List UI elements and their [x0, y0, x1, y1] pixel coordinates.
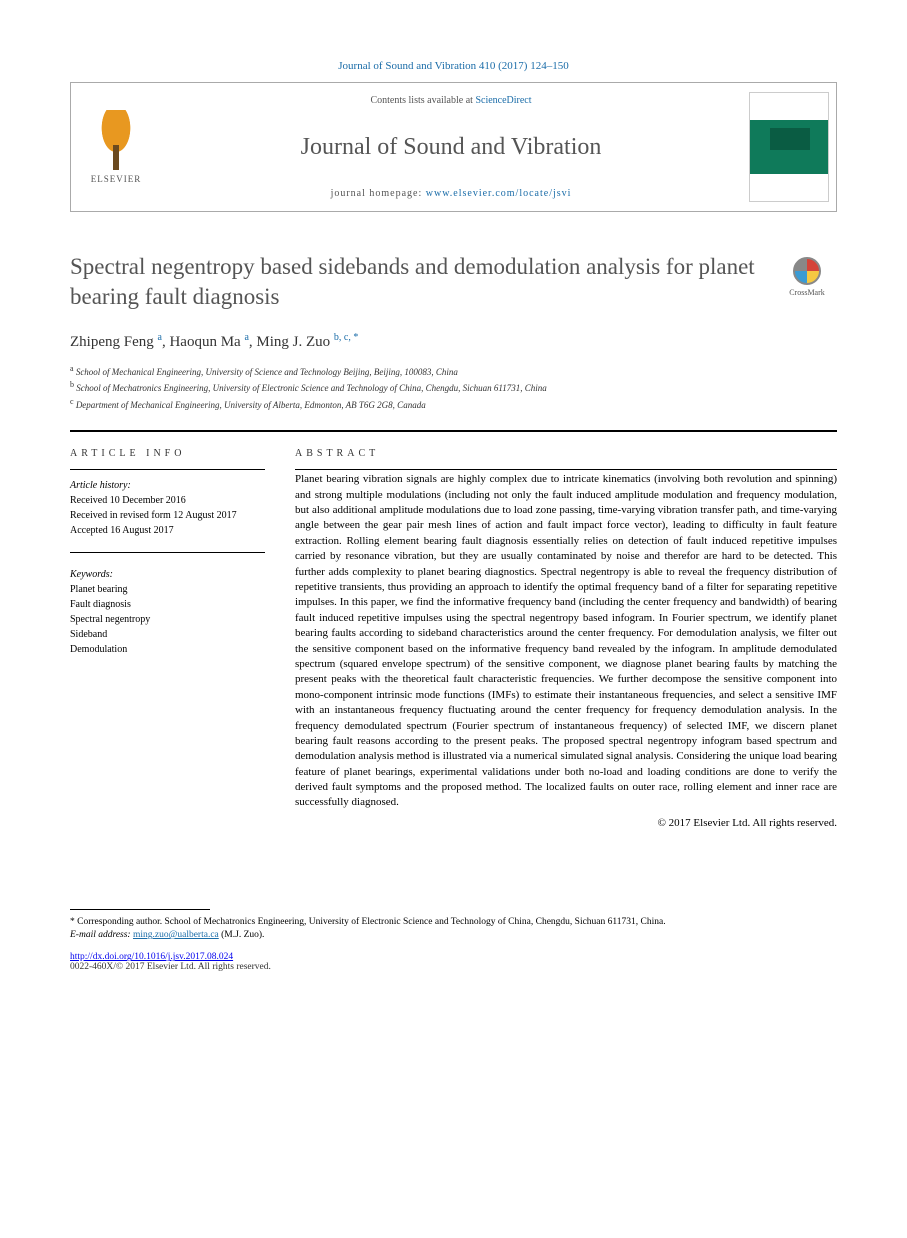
history-line: Received in revised form 12 August 2017	[70, 508, 265, 523]
keyword: Demodulation	[70, 642, 265, 657]
citation-line: Journal of Sound and Vibration 410 (2017…	[70, 60, 837, 72]
publisher-name: ELSEVIER	[91, 174, 142, 184]
abstract-rule	[295, 469, 837, 470]
article-info-header: ARTICLE INFO	[70, 432, 265, 469]
corr-email-link[interactable]: ming.zuo@ualberta.ca	[133, 930, 219, 940]
journal-name: Journal of Sound and Vibration	[171, 134, 731, 161]
email-label: E-mail address:	[70, 930, 131, 940]
header-center: Contents lists available at ScienceDirec…	[161, 83, 741, 211]
issn-copyright: 0022-460X/© 2017 Elsevier Ltd. All right…	[70, 962, 837, 972]
abstract-text: Planet bearing vibration signals are hig…	[295, 472, 837, 811]
homepage-link[interactable]: www.elsevier.com/locate/jsvi	[426, 188, 572, 199]
article-title: Spectral negentropy based sidebands and …	[70, 252, 757, 312]
crossmark-label: CrossMark	[789, 288, 825, 297]
history-label: Article history:	[70, 480, 265, 491]
corresponding-author-footnote: * Corresponding author. School of Mechat…	[70, 916, 837, 943]
contents-lists-line: Contents lists available at ScienceDirec…	[171, 95, 731, 106]
crossmark-badge[interactable]: CrossMark	[777, 257, 837, 297]
keyword: Spectral negentropy	[70, 612, 265, 627]
keyword: Sideband	[70, 627, 265, 642]
keyword: Fault diagnosis	[70, 597, 265, 612]
homepage-prefix: journal homepage:	[331, 188, 426, 199]
journal-cover-thumb	[741, 83, 836, 211]
homepage-line: journal homepage: www.elsevier.com/locat…	[171, 188, 731, 199]
affiliations: a School of Mechanical Engineering, Univ…	[70, 363, 837, 413]
affiliation-line: c Department of Mechanical Engineering, …	[70, 396, 837, 413]
elsevier-tree-icon	[91, 110, 141, 170]
abstract-copyright: © 2017 Elsevier Ltd. All rights reserved…	[295, 817, 837, 829]
abstract-column: ABSTRACT Planet bearing vibration signal…	[295, 432, 837, 829]
publisher-logo: ELSEVIER	[71, 83, 161, 211]
info-rule	[70, 469, 265, 470]
abstract-header: ABSTRACT	[295, 432, 837, 469]
journal-header-box: ELSEVIER Contents lists available at Sci…	[70, 82, 837, 212]
corr-email-name: (M.J. Zuo).	[221, 930, 264, 940]
keywords-label: Keywords:	[70, 569, 265, 580]
keyword: Planet bearing	[70, 582, 265, 597]
cover-image	[749, 92, 829, 202]
article-info-column: ARTICLE INFO Article history: Received 1…	[70, 432, 265, 829]
history-line: Received 10 December 2016	[70, 493, 265, 508]
contents-prefix: Contents lists available at	[370, 95, 475, 106]
history-line: Accepted 16 August 2017	[70, 523, 265, 538]
footnote-rule	[70, 909, 210, 910]
crossmark-icon	[793, 257, 821, 285]
authors-line: Zhipeng Feng a, Haoqun Ma a, Ming J. Zuo…	[70, 332, 837, 351]
corr-author-text: * Corresponding author. School of Mechat…	[70, 916, 837, 929]
affiliation-line: a School of Mechanical Engineering, Univ…	[70, 363, 837, 380]
affiliation-line: b School of Mechatronics Engineering, Un…	[70, 379, 837, 396]
sciencedirect-link[interactable]: ScienceDirect	[475, 95, 531, 106]
doi-link[interactable]: http://dx.doi.org/10.1016/j.jsv.2017.08.…	[70, 952, 233, 962]
